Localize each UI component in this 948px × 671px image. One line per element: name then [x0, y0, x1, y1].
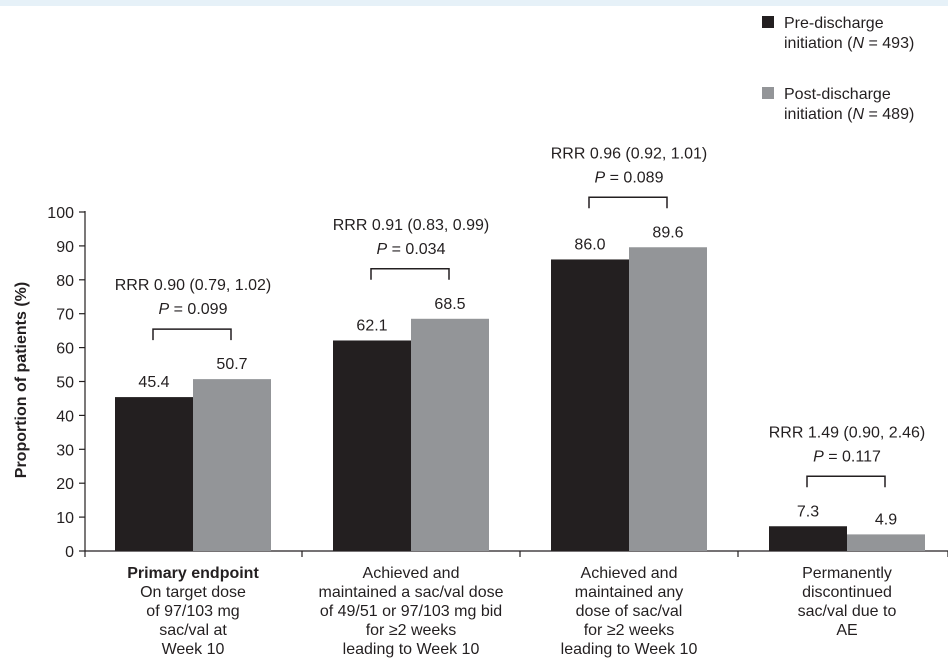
top-band [0, 0, 948, 6]
p-value-annotation: P = 0.117 [813, 448, 881, 465]
bar-post-discharge [411, 318, 489, 551]
legend-swatch-post [762, 87, 774, 99]
category-label: AE [836, 622, 857, 639]
category-label: Permanently [802, 565, 892, 582]
data-label: 45.4 [138, 374, 169, 391]
y-axis-title: Proportion of patients (%) [13, 282, 30, 478]
rrr-annotation: RRR 0.91 (0.83, 0.99) [333, 217, 490, 234]
legend-label: Pre-discharge [784, 15, 884, 32]
y-tick-label: 40 [56, 408, 74, 425]
bar-post-discharge [847, 534, 925, 551]
category-label: of 49/51 or 97/103 mg bid [320, 603, 502, 620]
y-tick-label: 90 [56, 239, 74, 256]
rrr-annotation: RRR 0.90 (0.79, 1.02) [115, 277, 272, 294]
data-label: 68.5 [434, 296, 465, 313]
significance-bracket [588, 196, 668, 209]
y-tick-label: 30 [56, 442, 74, 459]
y-tick-label: 80 [56, 273, 74, 290]
bar-pre-discharge [551, 259, 629, 551]
data-label: 89.6 [652, 224, 683, 241]
bar-post-discharge [629, 247, 707, 552]
category-label: for ≥2 weeks [366, 622, 457, 639]
y-tick-label: 10 [56, 510, 74, 527]
category-label: sac/val at [159, 622, 227, 639]
data-label: 7.3 [797, 503, 819, 520]
legend-swatch-pre [762, 16, 774, 28]
significance-bracket [806, 475, 886, 488]
category-label: for ≥2 weeks [584, 622, 675, 639]
y-tick-label: 0 [65, 544, 74, 561]
legend-label: Post-discharge [784, 86, 891, 103]
category-label: sac/val due to [798, 603, 897, 620]
bar-pre-discharge [115, 397, 193, 551]
bar-pre-discharge [333, 340, 411, 551]
y-tick-label: 20 [56, 476, 74, 493]
category-label: maintained a sac/val dose [319, 584, 504, 601]
significance-bracket [152, 328, 232, 341]
category-label: maintained any [575, 584, 684, 601]
data-label: 62.1 [356, 317, 387, 334]
category-label: leading to Week 10 [343, 641, 480, 658]
category-label: leading to Week 10 [561, 641, 698, 658]
y-tick-label: 60 [56, 341, 74, 358]
category-label: Week 10 [162, 641, 225, 658]
category-label: discontinued [802, 584, 892, 601]
category-label: Achieved and [363, 565, 460, 582]
data-label: 86.0 [574, 236, 605, 253]
y-tick-label: 50 [56, 375, 74, 392]
category-label: On target dose [140, 584, 246, 601]
rrr-annotation: RRR 0.96 (0.92, 1.01) [551, 145, 708, 162]
significance-bracket [370, 268, 450, 280]
category-label: of 97/103 mg [146, 603, 239, 620]
category-label: Primary endpoint [127, 565, 259, 582]
y-tick-label: 100 [47, 205, 74, 222]
bar-pre-discharge [769, 526, 847, 551]
p-value-annotation: P = 0.034 [377, 241, 446, 258]
data-label: 4.9 [875, 511, 897, 528]
bar-post-discharge [193, 379, 271, 551]
category-label: dose of sac/val [576, 603, 683, 620]
data-label: 50.7 [216, 356, 247, 373]
legend-label: initiation (N = 489) [784, 106, 914, 123]
rrr-annotation: RRR 1.49 (0.90, 2.46) [769, 424, 926, 441]
y-tick-label: 70 [56, 307, 74, 324]
p-value-annotation: P = 0.099 [159, 301, 228, 318]
legend-label: initiation (N = 493) [784, 35, 914, 52]
category-label: Achieved and [581, 565, 678, 582]
p-value-annotation: P = 0.089 [595, 169, 664, 186]
